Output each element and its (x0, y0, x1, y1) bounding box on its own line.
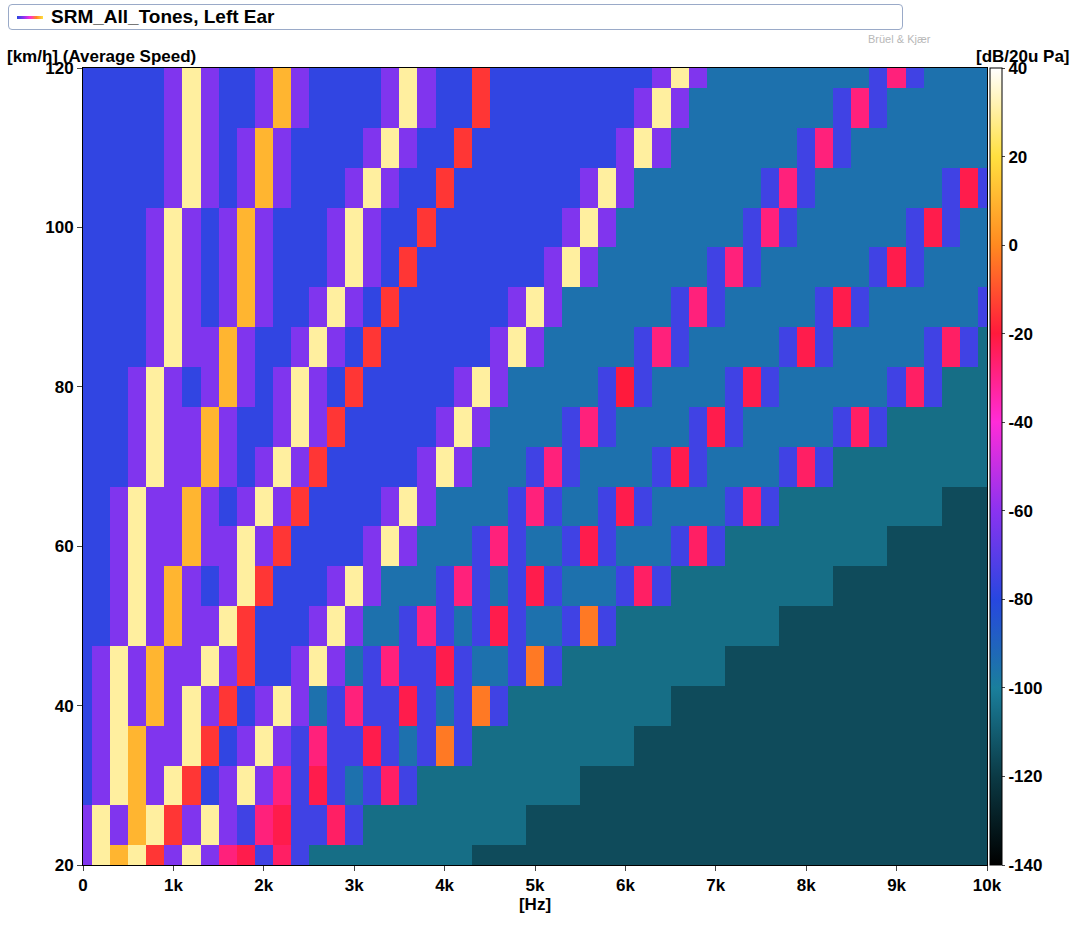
svg-text:10k: 10k (973, 876, 1002, 895)
html-text:Brüel & Kjær: Brüel & Kjær (868, 33, 931, 45)
svg-text:[dB/20u Pa]: [dB/20u Pa] (976, 47, 1070, 66)
svg-text:20: 20 (55, 856, 74, 875)
svg-text:5k: 5k (526, 876, 545, 895)
svg-text:9k: 9k (887, 876, 906, 895)
svg-text:7k: 7k (706, 876, 725, 895)
svg-text:6k: 6k (616, 876, 635, 895)
svg-text:8k: 8k (797, 876, 816, 895)
svg-text:80: 80 (55, 378, 74, 397)
svg-text:-140: -140 (1008, 856, 1042, 875)
svg-text:-40: -40 (1008, 413, 1033, 432)
svg-text:-20: -20 (1008, 325, 1033, 344)
svg-text:0: 0 (1008, 236, 1017, 255)
html-text:SRM_All_Tones, Left Ear: SRM_All_Tones, Left Ear (51, 6, 275, 27)
svg-text:40: 40 (55, 697, 74, 716)
svg-text:-120: -120 (1008, 767, 1042, 786)
svg-text:1k: 1k (164, 876, 183, 895)
svg-text:[km/h] (Average Speed): [km/h] (Average Speed) (7, 47, 196, 66)
svg-text:-100: -100 (1008, 679, 1042, 698)
svg-text:60: 60 (55, 537, 74, 556)
svg-text:20: 20 (1008, 148, 1027, 167)
svg-text:3k: 3k (345, 876, 364, 895)
svg-text:100: 100 (45, 218, 73, 237)
svg-text:2k: 2k (254, 876, 273, 895)
svg-text:120: 120 (45, 59, 73, 78)
svg-text:40: 40 (1008, 59, 1027, 78)
svg-text:-60: -60 (1008, 502, 1033, 521)
svg-text:0: 0 (78, 876, 87, 895)
svg-text:[Hz]: [Hz] (519, 895, 551, 914)
svg-text:4k: 4k (435, 876, 454, 895)
svg-text:-80: -80 (1008, 590, 1033, 609)
